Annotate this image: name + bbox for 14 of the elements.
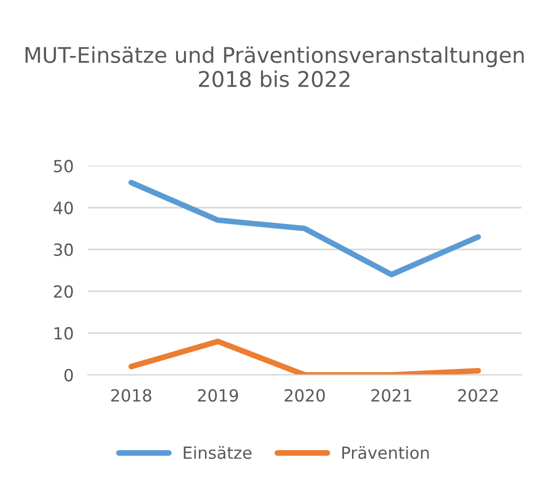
y-tick-label: 40 (54, 202, 73, 214)
chart-title: MUT-Einsätze und Präventionsveranstaltungen 2018 bis 2022 (26, 46, 524, 88)
y-tick-label: 0 (64, 368, 73, 382)
x-tick-label: 2018 (111, 389, 152, 402)
legend-label: Einsätze (184, 446, 252, 460)
y-tick-label: 50 (54, 160, 73, 172)
legend-label: Prävention (342, 446, 429, 460)
x-tick-label: 2021 (371, 389, 412, 402)
y-tick-label: 30 (54, 243, 73, 256)
x-tick-label: 2019 (198, 389, 238, 402)
y-tick-label: 10 (54, 327, 73, 340)
y-tick-label: 20 (54, 285, 73, 298)
x-tick-label: 2022 (458, 389, 498, 402)
x-tick-label: 2020 (284, 389, 325, 402)
